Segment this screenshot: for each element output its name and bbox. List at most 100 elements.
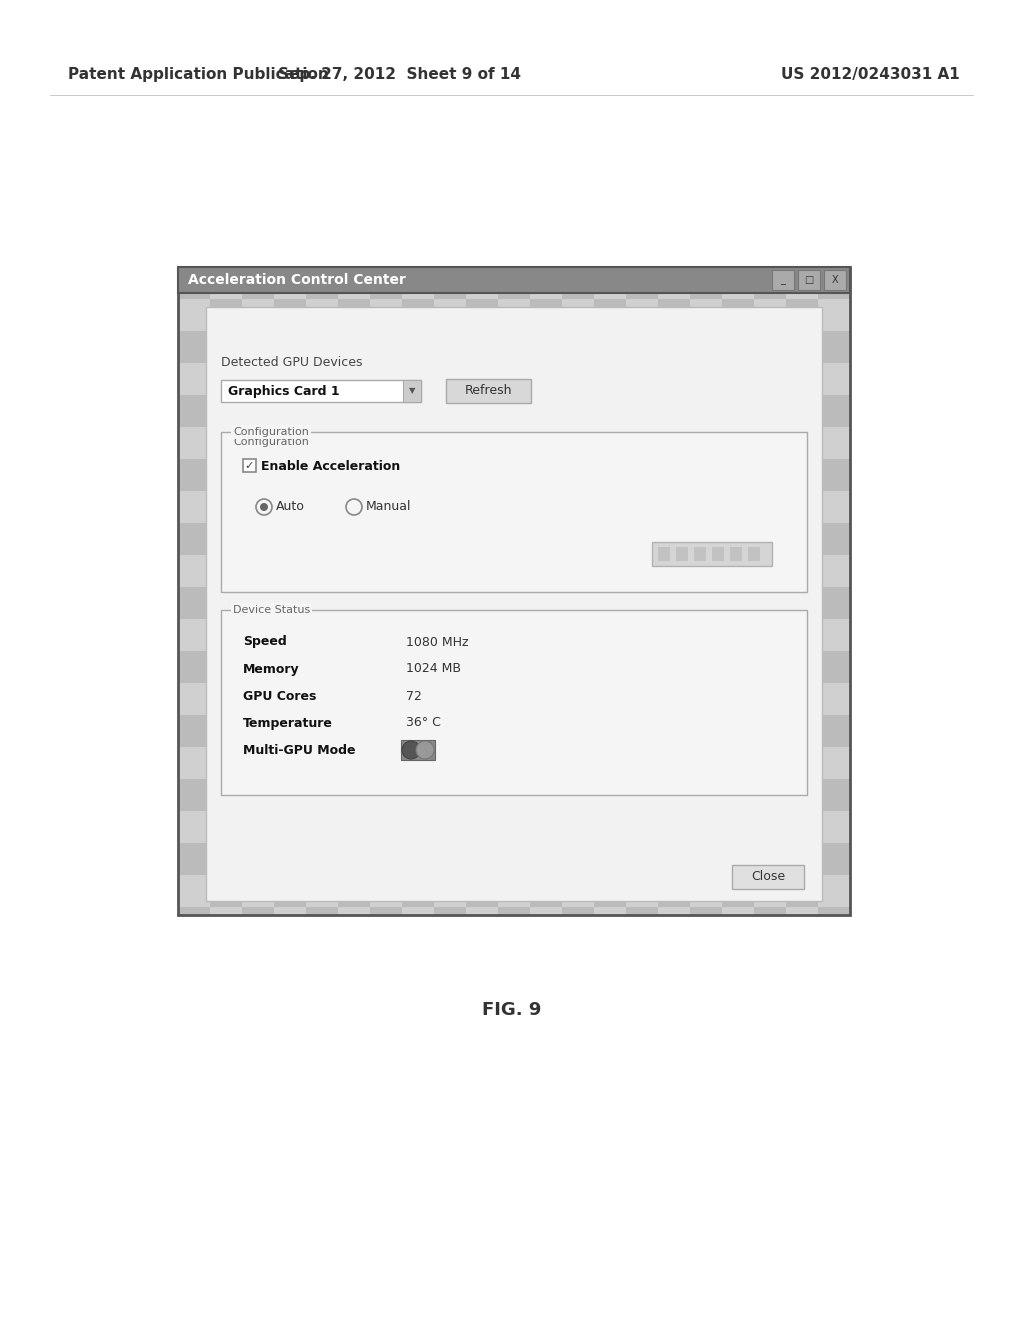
Bar xyxy=(754,651,786,682)
Bar xyxy=(722,619,754,651)
Bar xyxy=(274,747,306,779)
Text: Acceleration Control Center: Acceleration Control Center xyxy=(188,273,406,286)
Bar xyxy=(274,491,306,523)
Bar xyxy=(402,300,434,331)
Bar xyxy=(530,300,562,331)
Bar xyxy=(498,267,530,300)
Bar xyxy=(562,715,594,747)
Bar xyxy=(370,523,402,554)
Bar xyxy=(434,651,466,682)
Bar xyxy=(722,300,754,331)
Text: Patent Application Publication: Patent Application Publication xyxy=(68,67,329,82)
Bar xyxy=(338,682,370,715)
Bar xyxy=(772,271,794,290)
Bar xyxy=(338,491,370,523)
Text: Configuration: Configuration xyxy=(233,426,309,437)
Bar xyxy=(652,543,772,566)
Bar xyxy=(594,875,626,907)
Bar xyxy=(712,546,724,561)
Bar xyxy=(818,907,850,915)
Bar xyxy=(370,651,402,682)
Bar xyxy=(658,426,690,459)
Bar xyxy=(754,331,786,363)
Bar xyxy=(690,843,722,875)
Bar xyxy=(210,554,242,587)
Bar xyxy=(754,779,786,810)
Bar xyxy=(658,554,690,587)
Circle shape xyxy=(416,741,434,759)
Bar xyxy=(754,523,786,554)
Bar xyxy=(786,810,818,843)
Bar xyxy=(562,523,594,554)
Bar xyxy=(658,810,690,843)
Circle shape xyxy=(260,503,268,511)
Bar xyxy=(338,875,370,907)
Bar xyxy=(221,610,807,795)
Bar xyxy=(594,363,626,395)
Bar xyxy=(690,907,722,915)
Text: ✓: ✓ xyxy=(245,461,254,470)
Text: 1080 MHz: 1080 MHz xyxy=(406,635,469,648)
Bar xyxy=(446,379,531,403)
Bar xyxy=(594,300,626,331)
Bar xyxy=(274,300,306,331)
Bar xyxy=(178,395,210,426)
Bar xyxy=(242,779,274,810)
Bar xyxy=(466,491,498,523)
Bar xyxy=(338,619,370,651)
Bar xyxy=(722,810,754,843)
Bar xyxy=(338,747,370,779)
Bar xyxy=(798,271,820,290)
Bar xyxy=(306,459,338,491)
Bar xyxy=(818,587,850,619)
Bar xyxy=(434,395,466,426)
Bar xyxy=(178,651,210,682)
Bar xyxy=(306,395,338,426)
Bar xyxy=(402,747,434,779)
Bar xyxy=(466,875,498,907)
Bar xyxy=(626,779,658,810)
Bar xyxy=(434,459,466,491)
Bar xyxy=(434,331,466,363)
Bar xyxy=(274,682,306,715)
Bar xyxy=(274,426,306,459)
Bar xyxy=(434,267,466,300)
Bar xyxy=(338,300,370,331)
Bar xyxy=(626,459,658,491)
Text: GPU Cores: GPU Cores xyxy=(243,689,316,702)
Bar xyxy=(722,363,754,395)
Bar xyxy=(306,331,338,363)
Bar xyxy=(466,426,498,459)
Bar xyxy=(722,682,754,715)
Bar xyxy=(690,779,722,810)
Bar xyxy=(730,546,742,561)
Bar xyxy=(626,267,658,300)
Bar xyxy=(626,907,658,915)
Bar xyxy=(594,682,626,715)
Bar xyxy=(466,810,498,843)
Bar xyxy=(402,682,434,715)
Bar xyxy=(242,267,274,300)
Bar xyxy=(594,554,626,587)
Bar xyxy=(562,843,594,875)
Bar xyxy=(530,426,562,459)
Bar xyxy=(530,875,562,907)
Text: Detected GPU Devices: Detected GPU Devices xyxy=(221,355,362,368)
Text: Configuration: Configuration xyxy=(233,437,309,447)
Bar xyxy=(562,779,594,810)
Bar xyxy=(562,907,594,915)
Bar xyxy=(626,523,658,554)
Bar xyxy=(306,715,338,747)
Bar xyxy=(754,907,786,915)
Bar xyxy=(466,619,498,651)
Bar xyxy=(242,459,274,491)
Bar xyxy=(338,810,370,843)
Bar xyxy=(818,715,850,747)
Bar xyxy=(562,651,594,682)
Bar xyxy=(242,523,274,554)
Bar xyxy=(402,619,434,651)
Bar xyxy=(562,331,594,363)
Bar xyxy=(178,267,850,915)
Bar xyxy=(786,875,818,907)
Bar xyxy=(274,554,306,587)
